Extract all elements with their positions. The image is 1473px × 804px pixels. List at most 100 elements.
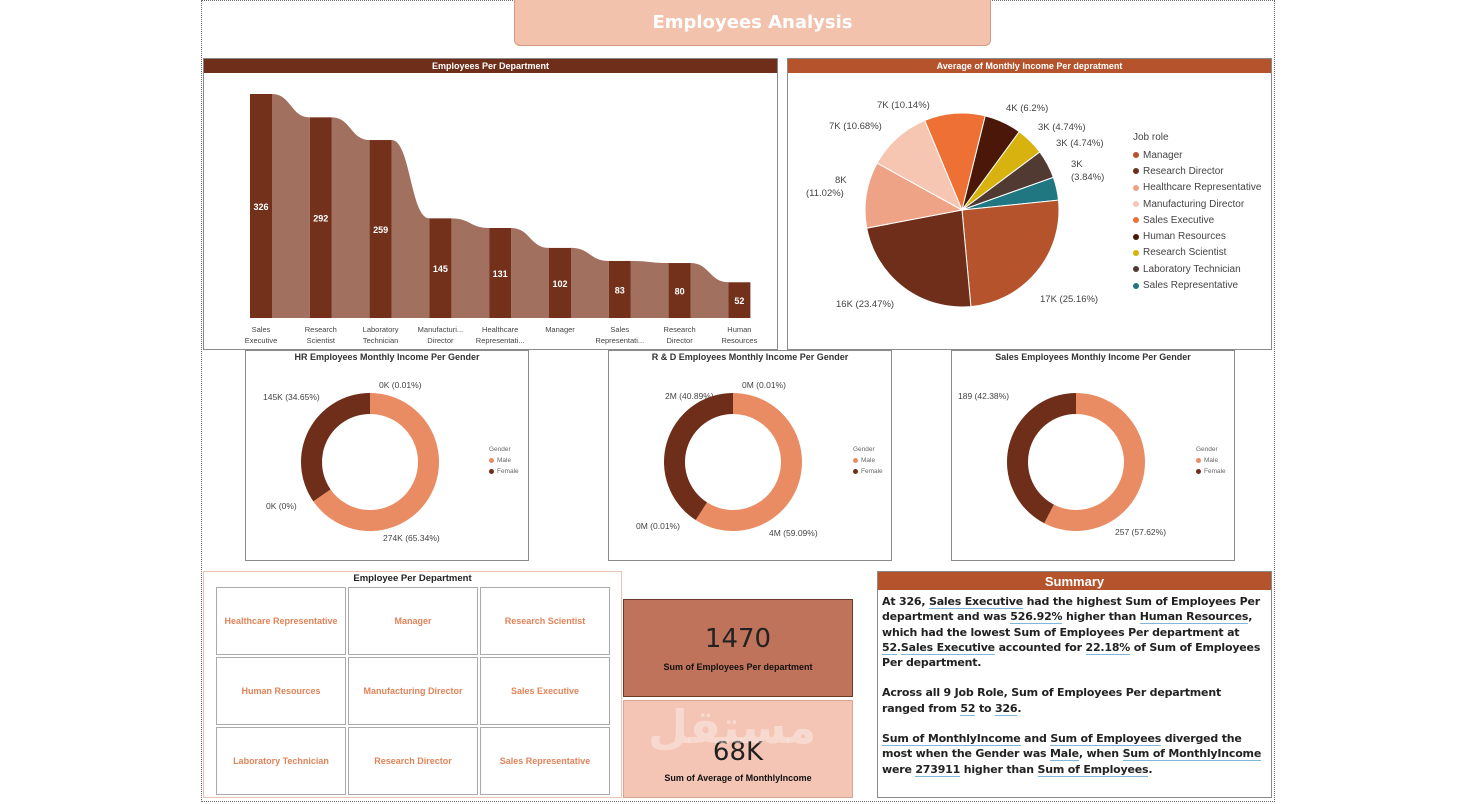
department-bar[interactable]	[728, 282, 751, 318]
pie-label: 8K	[835, 175, 847, 186]
donut-segment-female[interactable]	[301, 393, 370, 502]
category-tick-label: Representati...	[595, 336, 644, 345]
pie-chart-panel[interactable]: Average of Monthly Income Per depratment…	[787, 58, 1272, 350]
slicer-item-laboratory-technician[interactable]: Laboratory Technician	[216, 727, 346, 795]
pie-legend-item[interactable]: Research Scientist	[1133, 245, 1261, 261]
summary-title: Summary	[878, 572, 1271, 590]
slicer-item-human-resources[interactable]: Human Resources	[216, 657, 346, 725]
female-dot-icon	[489, 469, 494, 474]
category-tick-label: Representati...	[476, 336, 525, 345]
pie-label: (11.02%)	[806, 188, 844, 199]
rd-donut-title: R & D Employees Monthly Income Per Gende…	[651, 352, 849, 362]
category-tick-label: Healthcare	[482, 325, 518, 334]
donut-label: 2M (40.89%)	[665, 391, 714, 401]
legend-label: Human Resources	[1143, 231, 1226, 243]
summary-paragraph-3: Sum of MonthlyIncome and Sum of Employee…	[882, 732, 1262, 777]
legend-dot-icon	[1133, 152, 1139, 159]
donut-segment-male[interactable]	[695, 393, 802, 531]
department-slicer: Healthcare Representative Manager Resear…	[216, 587, 610, 796]
category-tick-label: Manager	[545, 325, 575, 334]
pie-label: 7K (10.14%)	[877, 100, 930, 111]
ribbon-connector	[571, 247, 609, 318]
ribbon-connector	[391, 140, 430, 318]
legend-dot-icon	[1133, 266, 1139, 273]
pie-chart-header: Average of Monthly Income Per depratment	[788, 59, 1271, 73]
legend-title: Gender	[489, 446, 511, 453]
male-dot-icon	[489, 458, 494, 463]
bar-value-label: 52	[734, 296, 744, 306]
legend-female: Female	[1204, 468, 1226, 475]
department-bar[interactable]	[489, 227, 512, 318]
pie-slice[interactable]	[961, 199, 1060, 308]
pie-legend-item[interactable]: Manufacturing Director	[1133, 196, 1261, 212]
male-dot-icon	[853, 458, 858, 463]
department-bar[interactable]	[608, 260, 631, 318]
donut-label: 0M (0.01%)	[636, 521, 680, 531]
rd-donut-legend: Gender Male Female	[853, 446, 883, 475]
pie-slice[interactable]	[876, 119, 964, 212]
department-bar[interactable]	[549, 247, 571, 318]
slicer-item-sales-executive[interactable]: Sales Executive	[480, 657, 610, 725]
pie-legend-item[interactable]: Sales Representative	[1133, 277, 1261, 293]
pie-slice[interactable]	[864, 162, 964, 229]
sales-donut-chart[interactable]: 189 (42.38%) 257 (57.62%)	[952, 351, 1236, 562]
pie-legend-item[interactable]: Human Resources	[1133, 228, 1261, 244]
dept-bar-chart[interactable]: 326 Sales Executive 292 Research Scientist 259…	[204, 59, 779, 351]
dept-chart-panel[interactable]: Employees Per Department 326 Sales Executi…	[203, 58, 778, 350]
pie-legend-item[interactable]: Research Director	[1133, 163, 1261, 179]
pie-legend-item[interactable]: Healthcare Representative	[1133, 180, 1261, 196]
pie-legend-item[interactable]: Manager	[1133, 147, 1261, 163]
department-bar[interactable]	[369, 140, 392, 318]
bar-value-label: 326	[253, 202, 268, 212]
legend-dot-icon	[1133, 201, 1139, 208]
pie-label: 3K (4.74%)	[1056, 138, 1104, 149]
legend-female: Female	[497, 468, 519, 475]
kpi-employees-value: 1470	[704, 624, 772, 654]
slicer-item-research-scientist[interactable]: Research Scientist	[480, 587, 610, 655]
department-bar[interactable]	[309, 117, 332, 318]
kpi-employees-card[interactable]: 1470 Sum of Employees Per department	[623, 599, 853, 697]
dept-chart-header: Employees Per Department	[204, 59, 777, 73]
donut-label: 0K (0%)	[266, 501, 297, 511]
pie-legend-item[interactable]: Laboratory Technician	[1133, 261, 1261, 277]
pie-label: 7K (10.68%)	[829, 121, 882, 132]
department-bar[interactable]	[668, 263, 691, 318]
legend-label: Manufacturing Director	[1143, 198, 1245, 210]
donut-label: 274K (65.34%)	[383, 533, 440, 543]
category-tick-label: Resources	[721, 336, 757, 345]
legend-dot-icon	[1133, 217, 1139, 224]
kpi-employees-label: Sum of Employees Per department	[663, 662, 813, 672]
slicer-item-sales-representative[interactable]: Sales Representative	[480, 727, 610, 795]
kpi-income-card[interactable]: 68K Sum of Average of MonthlyIncome	[623, 700, 853, 798]
department-bar[interactable]	[429, 218, 452, 318]
hr-donut-chart[interactable]: 145K (34.65%) 0K (0.01%) 0K (0%) 274K (6…	[246, 351, 530, 562]
donut-segment-male[interactable]	[313, 393, 439, 531]
pie-slice[interactable]	[866, 209, 972, 308]
slicer-item-manufacturing-director[interactable]: Manufacturing Director	[348, 657, 478, 725]
donut-segment-female[interactable]	[664, 393, 733, 521]
hr-donut-panel[interactable]: HR Employees Monthly Income Per Gender 1…	[245, 350, 529, 561]
ribbon-connector	[451, 218, 490, 318]
category-tick-label: Sales	[252, 325, 271, 334]
rd-donut-chart[interactable]: 2M (40.89%) 0M (0.01%) 0M (0.01%) 4M (59…	[609, 351, 893, 562]
department-bar[interactable]	[250, 94, 272, 318]
donut-segment-male[interactable]	[1044, 393, 1145, 531]
pie-label: 17K (25.16%)	[1040, 294, 1098, 305]
donut-segment-female[interactable]	[1007, 393, 1076, 524]
income-pie-chart[interactable]: 17K (25.16%) 16K (23.47%) 8K (11.02%) 7K…	[788, 59, 1273, 351]
category-tick-label: Manufacturi...	[418, 325, 463, 334]
legend-label: Laboratory Technician	[1143, 263, 1241, 275]
donut-label: 4M (59.09%)	[769, 528, 818, 538]
summary-text: At 326, Sales Executive had the highest …	[878, 590, 1271, 777]
sales-donut-panel[interactable]: Sales Employees Monthly Income Per Gende…	[951, 350, 1235, 561]
legend-dot-icon	[1133, 184, 1139, 191]
ribbon-connector	[690, 263, 729, 318]
summary-paragraph-2: Across all 9 Job Role, Sum of Employees …	[882, 686, 1222, 716]
slicer-item-healthcare-representative[interactable]: Healthcare Representative	[216, 587, 346, 655]
slicer-item-research-director[interactable]: Research Director	[348, 727, 478, 795]
ribbon-connector	[511, 227, 549, 318]
pie-legend-item[interactable]: Sales Executive	[1133, 212, 1261, 228]
rd-donut-panel[interactable]: R & D Employees Monthly Income Per Gende…	[608, 350, 892, 561]
slicer-item-manager[interactable]: Manager	[348, 587, 478, 655]
legend-female: Female	[861, 468, 883, 475]
